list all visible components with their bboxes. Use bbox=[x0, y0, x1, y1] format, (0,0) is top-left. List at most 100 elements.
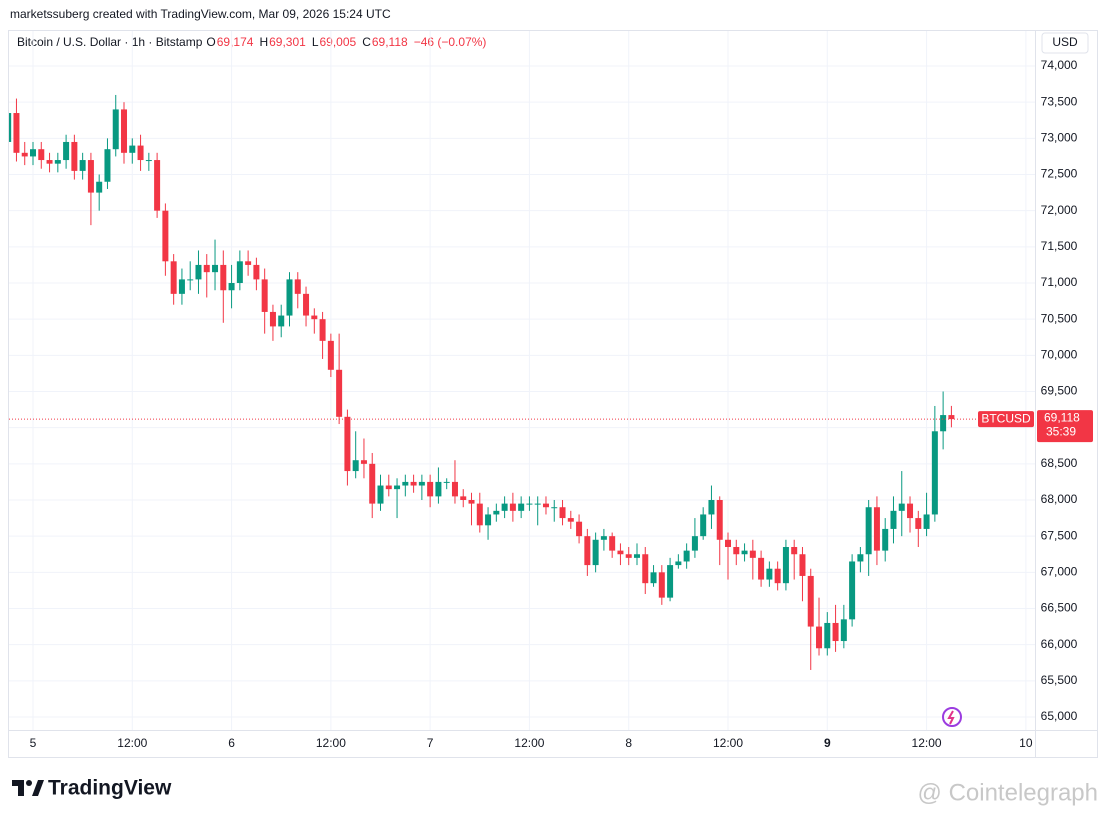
y-tick-label: 71,000 bbox=[1041, 275, 1078, 289]
axes: 65,000 65,500 66,000 66,500 67,000 67,500 68,0… bbox=[30, 58, 1078, 750]
legend: Bitcoin / U.S. Dollar · 1h · Bitstamp O 69… bbox=[17, 35, 486, 49]
x-tick-label: 12:00 bbox=[514, 736, 544, 750]
x-tick-label: 12:00 bbox=[117, 736, 147, 750]
candle-body bbox=[21, 152, 28, 157]
candle-body bbox=[741, 550, 748, 555]
y-tick-label: 70,500 bbox=[1041, 311, 1078, 325]
candle-body bbox=[559, 507, 566, 519]
candle-body bbox=[9, 113, 12, 142]
candle-body bbox=[923, 514, 930, 529]
price-tag-countdown: 35:39 bbox=[1046, 424, 1076, 438]
y-tick-label: 71,500 bbox=[1041, 239, 1078, 253]
candle-body bbox=[104, 149, 111, 182]
candle-body bbox=[195, 264, 202, 280]
legend-key: C bbox=[362, 35, 371, 49]
candle-body bbox=[236, 261, 243, 284]
candle-body bbox=[733, 547, 740, 555]
y-tick-label: 73,500 bbox=[1041, 94, 1078, 108]
candle-body bbox=[948, 415, 955, 420]
legend-value: 69,118 bbox=[372, 35, 408, 49]
chart-frame bbox=[8, 30, 1098, 758]
candle-body bbox=[865, 507, 872, 555]
candle-body bbox=[30, 149, 37, 157]
candle-body bbox=[63, 141, 70, 161]
candle-body bbox=[87, 160, 94, 193]
candle-body bbox=[476, 503, 483, 526]
y-tick-label: 70,000 bbox=[1041, 348, 1078, 362]
x-tick-label: 9 bbox=[824, 736, 831, 750]
candle-body bbox=[418, 481, 425, 486]
candle-body bbox=[774, 568, 781, 584]
candle-body bbox=[708, 499, 715, 515]
candle-body bbox=[658, 572, 665, 598]
legend-key: H bbox=[259, 35, 268, 49]
candle-body bbox=[509, 503, 516, 511]
symbol-tag-text: BTCUSD bbox=[981, 411, 1031, 425]
candle-body bbox=[278, 315, 285, 327]
candle-body bbox=[642, 554, 649, 584]
legend-value: 69,174 bbox=[217, 35, 254, 49]
y-tick-label: 67,000 bbox=[1041, 564, 1078, 578]
candle-body bbox=[145, 160, 152, 162]
change: −46 (−0.07%) bbox=[414, 35, 487, 49]
candle-body bbox=[816, 626, 823, 649]
symbol-tag bbox=[978, 411, 1034, 428]
candle-body bbox=[443, 481, 450, 483]
candle-body bbox=[294, 279, 301, 294]
candle-body bbox=[162, 210, 169, 262]
candle-body bbox=[112, 109, 119, 150]
candle-body bbox=[261, 279, 268, 312]
candle-body bbox=[551, 507, 558, 509]
candle-body bbox=[319, 319, 326, 341]
x-tick-label: 6 bbox=[228, 736, 235, 750]
candle-body bbox=[493, 510, 500, 515]
candle-body bbox=[799, 554, 806, 576]
candle-body bbox=[898, 503, 905, 511]
x-tick-label: 10 bbox=[1019, 736, 1033, 750]
y-tick-label: 68,000 bbox=[1041, 492, 1078, 506]
credit: marketssuberg created with TradingView.c… bbox=[10, 7, 391, 21]
candle-body bbox=[824, 622, 831, 649]
y-tick-label: 66,000 bbox=[1041, 637, 1078, 651]
candle-body bbox=[54, 160, 61, 164]
legend-value: 69,005 bbox=[320, 35, 357, 49]
candle-body bbox=[360, 460, 367, 464]
candle-body bbox=[766, 568, 773, 580]
candle-body bbox=[691, 536, 698, 551]
candle-body bbox=[402, 481, 409, 486]
currency-button[interactable] bbox=[1041, 32, 1089, 54]
x-tick-label: 12:00 bbox=[912, 736, 942, 750]
candle-body bbox=[468, 499, 475, 504]
candle-body bbox=[592, 539, 599, 566]
candle-body bbox=[344, 416, 351, 472]
candle-body bbox=[716, 499, 723, 540]
candle-body bbox=[245, 261, 252, 265]
candle-body bbox=[650, 572, 657, 584]
y-tick-label: 65,500 bbox=[1041, 673, 1078, 687]
price-tag-box bbox=[1037, 410, 1093, 443]
candle-body bbox=[791, 547, 798, 555]
candle-body bbox=[203, 264, 210, 273]
candle-body bbox=[96, 181, 103, 193]
candles bbox=[9, 94, 955, 670]
watermark: @ Cointelegraph bbox=[918, 779, 1098, 806]
candle-body bbox=[71, 141, 78, 171]
candle-body bbox=[303, 293, 310, 316]
candle-body bbox=[749, 550, 756, 558]
candle-body bbox=[327, 340, 334, 370]
x-tick-label: 12:00 bbox=[316, 736, 346, 750]
candle-body bbox=[253, 264, 260, 280]
candle-body bbox=[518, 503, 525, 511]
candle-body bbox=[567, 518, 574, 522]
candle-body bbox=[940, 415, 947, 432]
candle-body bbox=[427, 481, 434, 497]
candle-body bbox=[46, 160, 53, 164]
candle-body bbox=[782, 547, 789, 584]
candle-body bbox=[369, 463, 376, 504]
candle-body bbox=[576, 521, 583, 537]
candle-body bbox=[840, 619, 847, 642]
candle-body bbox=[410, 481, 417, 486]
candle-body bbox=[187, 279, 194, 281]
candle-body bbox=[832, 622, 839, 642]
